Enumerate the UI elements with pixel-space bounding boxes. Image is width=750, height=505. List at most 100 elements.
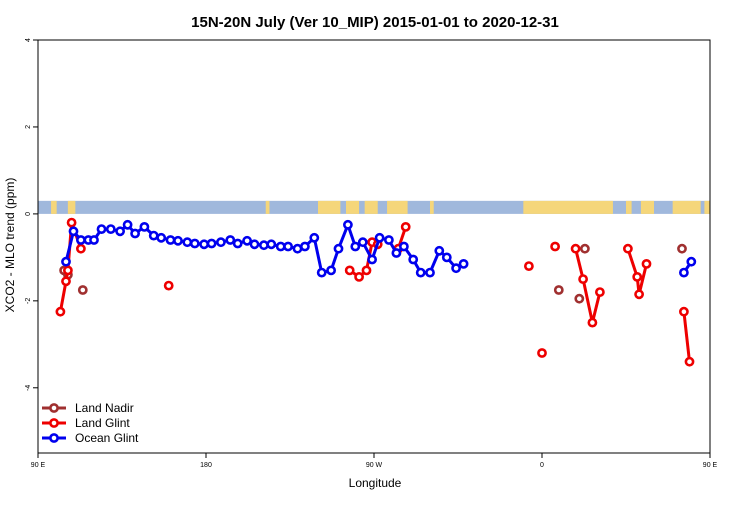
land-patch xyxy=(51,200,57,214)
ocean-glint-point xyxy=(383,235,394,245)
land-glint-point xyxy=(632,271,643,282)
ocean-glint-point xyxy=(374,232,385,243)
land-glint-point xyxy=(578,274,588,284)
chart-title: 15N-20N July (Ver 10_MIP) 2015-01-01 to … xyxy=(191,14,559,31)
land-patch xyxy=(364,200,378,214)
land-patch xyxy=(640,200,654,214)
land-glint-point xyxy=(61,276,71,287)
land-glint-point xyxy=(163,280,174,291)
ocean-glint-point xyxy=(309,232,320,243)
ocean-glint-point xyxy=(342,219,353,230)
land-patch xyxy=(672,200,701,214)
ocean-glint-point xyxy=(182,237,193,248)
ocean-glint-point xyxy=(115,226,125,237)
ocean-glint-point xyxy=(283,241,293,252)
x-tick-label: 90 E xyxy=(703,462,718,469)
land-ocean-strip xyxy=(38,200,710,214)
land-glint-point xyxy=(679,306,689,317)
land-glint-point xyxy=(63,265,73,276)
land-patch xyxy=(265,200,270,214)
land-glint-point xyxy=(524,261,534,271)
ocean-glint-point xyxy=(266,239,277,250)
ocean-glint-point xyxy=(451,263,461,274)
legend-marker-ocean-glint xyxy=(49,433,59,443)
series-layer xyxy=(55,217,697,367)
x-tick-label: 90 E xyxy=(31,462,46,469)
ocean-glint-point xyxy=(326,265,336,276)
ocean-glint-point xyxy=(206,238,217,249)
ocean-glint-point xyxy=(215,237,226,248)
land-patch xyxy=(704,200,710,214)
ocean-glint-point xyxy=(367,254,377,265)
ocean-glint-point xyxy=(391,248,402,258)
land-glint-point xyxy=(66,217,77,228)
land-glint-point xyxy=(400,221,411,232)
ocean-glint-point xyxy=(165,235,176,245)
land-glint-point xyxy=(55,306,66,317)
land-glint-line xyxy=(626,248,648,296)
legend-label-ocean-glint: Ocean Glint xyxy=(75,431,139,445)
y-tick-label: 0 xyxy=(25,212,32,216)
ocean-glint-point xyxy=(122,219,133,230)
legend-marker-land-glint xyxy=(49,418,59,428)
ocean-glint-point xyxy=(242,235,252,246)
ocean-glint-point xyxy=(316,267,327,278)
y-tick-label: -2 xyxy=(25,298,32,304)
ocean-glint-point xyxy=(299,241,310,252)
ocean-glint-point xyxy=(139,221,150,232)
land-glint-point xyxy=(361,265,372,276)
land-glint-point xyxy=(684,356,695,367)
y-tick-label: 4 xyxy=(25,38,32,42)
land-patch xyxy=(626,200,632,214)
ocean-glint-point xyxy=(189,238,200,249)
ocean-glint-point xyxy=(68,226,79,237)
ocean-glint-point xyxy=(425,267,435,278)
land-glint-point xyxy=(587,317,598,328)
ocean-glint-point xyxy=(232,238,243,249)
legend-label-land-glint: Land Glint xyxy=(75,416,130,430)
y-axis: 4 2 0 -2 -4 xyxy=(25,38,38,391)
land-patch xyxy=(67,200,76,214)
ocean-glint-point xyxy=(333,243,344,254)
ocean-glint-point xyxy=(249,239,260,250)
y-axis-label: XCO2 - MLO trend (ppm) xyxy=(3,178,17,313)
ocean-glint-point xyxy=(130,228,140,239)
ocean-glint-point xyxy=(357,237,368,248)
land-glint-point xyxy=(537,348,547,358)
ocean-glint-point xyxy=(458,258,469,269)
land-glint-point xyxy=(595,287,605,297)
ocean-glint-point xyxy=(686,256,697,267)
land-patch xyxy=(430,200,434,214)
land-patch xyxy=(346,200,360,214)
land-glint-point xyxy=(623,243,633,254)
ocean-glint-point xyxy=(156,232,167,243)
y-tick-label: -4 xyxy=(25,385,32,391)
land-glint-point xyxy=(354,271,364,282)
land-nadir-point xyxy=(677,243,687,254)
ocean-glint-point xyxy=(398,241,409,252)
ocean-glint-point xyxy=(225,235,236,245)
ocean-glint-point xyxy=(408,254,419,265)
land-glint-point xyxy=(634,289,644,300)
ocean-glint-point xyxy=(434,245,445,256)
land-nadir-point xyxy=(77,285,88,295)
ocean-glint-point xyxy=(105,224,116,234)
legend-label-land-nadir: Land Nadir xyxy=(75,401,134,415)
y-tick-label: 2 xyxy=(25,125,32,129)
ocean-glint-point xyxy=(679,267,689,278)
x-tick-label: 90 W xyxy=(366,462,383,469)
ocean-glint-point xyxy=(350,241,361,252)
land-glint-point xyxy=(550,241,560,252)
ocean-glint-point xyxy=(258,240,269,251)
land-glint-line xyxy=(574,248,602,325)
x-tick-label: 0 xyxy=(540,462,544,469)
land-nadir-point xyxy=(574,293,585,304)
land-glint-point xyxy=(641,258,652,269)
land-glint-point xyxy=(344,265,355,276)
land-patch xyxy=(387,200,408,214)
land-glint-point xyxy=(570,243,581,254)
ocean-glint-point xyxy=(148,230,159,241)
